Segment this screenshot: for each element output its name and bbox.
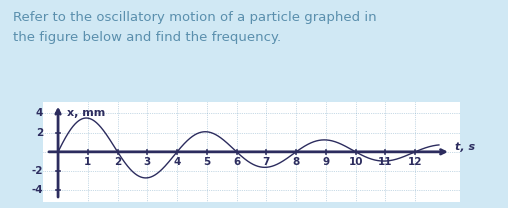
Text: 1: 1 [84, 157, 91, 167]
Text: 3: 3 [144, 157, 151, 167]
Text: -4: -4 [31, 185, 43, 195]
Text: 12: 12 [408, 157, 422, 167]
Text: Refer to the oscillatory motion of a particle graphed in
the figure below and fi: Refer to the oscillatory motion of a par… [13, 11, 377, 44]
Text: x, mm: x, mm [67, 108, 105, 118]
Text: 10: 10 [348, 157, 363, 167]
Text: 4: 4 [36, 108, 43, 118]
Text: 7: 7 [263, 157, 270, 167]
Text: -2: -2 [31, 166, 43, 176]
Text: t, s: t, s [455, 142, 475, 152]
Text: 5: 5 [203, 157, 210, 167]
Text: 11: 11 [378, 157, 393, 167]
Text: 9: 9 [322, 157, 329, 167]
Text: 2: 2 [36, 128, 43, 138]
Text: 2: 2 [114, 157, 121, 167]
Text: 4: 4 [173, 157, 181, 167]
Text: 8: 8 [293, 157, 300, 167]
Text: 6: 6 [233, 157, 240, 167]
